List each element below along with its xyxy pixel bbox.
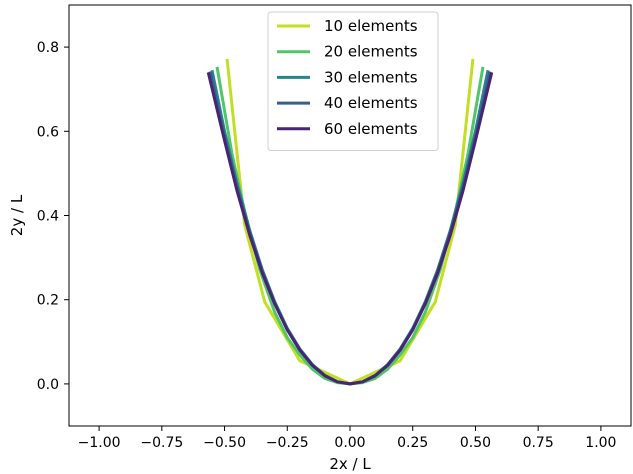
- series-line-4: [206, 72, 494, 386]
- legend-label: 60 elements: [324, 120, 418, 138]
- y-tick-label: 0.4: [37, 209, 59, 225]
- x-tick-label: 0.75: [523, 435, 554, 451]
- x-tick-label: −0.25: [266, 435, 309, 451]
- x-tick-label: −0.75: [140, 435, 183, 451]
- series-lines: [206, 58, 494, 386]
- y-tick-label: 0.8: [37, 40, 59, 56]
- x-tick-label: 0.25: [397, 435, 428, 451]
- x-tick-label: 0.00: [334, 435, 365, 451]
- x-tick-label: 1.00: [585, 435, 616, 451]
- legend-label: 40 elements: [324, 94, 418, 112]
- y-axis-label: 2y / L: [8, 194, 26, 236]
- y-tick-label: 0.0: [37, 377, 59, 393]
- legend-box: [267, 11, 439, 151]
- y-tick-label: 0.2: [37, 293, 59, 309]
- x-axis: −1.00 −0.75 −0.50 −0.25 0.00 0.25 0.50 0.75 1.00: [78, 426, 616, 451]
- x-axis-label: 2x / L: [329, 455, 371, 473]
- x-tick-label: 0.50: [460, 435, 491, 451]
- legend-label: 10 elements: [324, 17, 418, 35]
- x-tick-label: −1.00: [78, 435, 121, 451]
- x-tick-label: −0.50: [203, 435, 246, 451]
- legend: 10 elements 20 elements 30 elements 40 elem…: [267, 11, 439, 151]
- legend-label: 20 elements: [324, 43, 418, 61]
- y-tick-label: 0.6: [37, 124, 59, 140]
- legend-label: 30 elements: [324, 68, 418, 86]
- y-axis: 0.0 0.2 0.4 0.6 0.8: [37, 40, 69, 393]
